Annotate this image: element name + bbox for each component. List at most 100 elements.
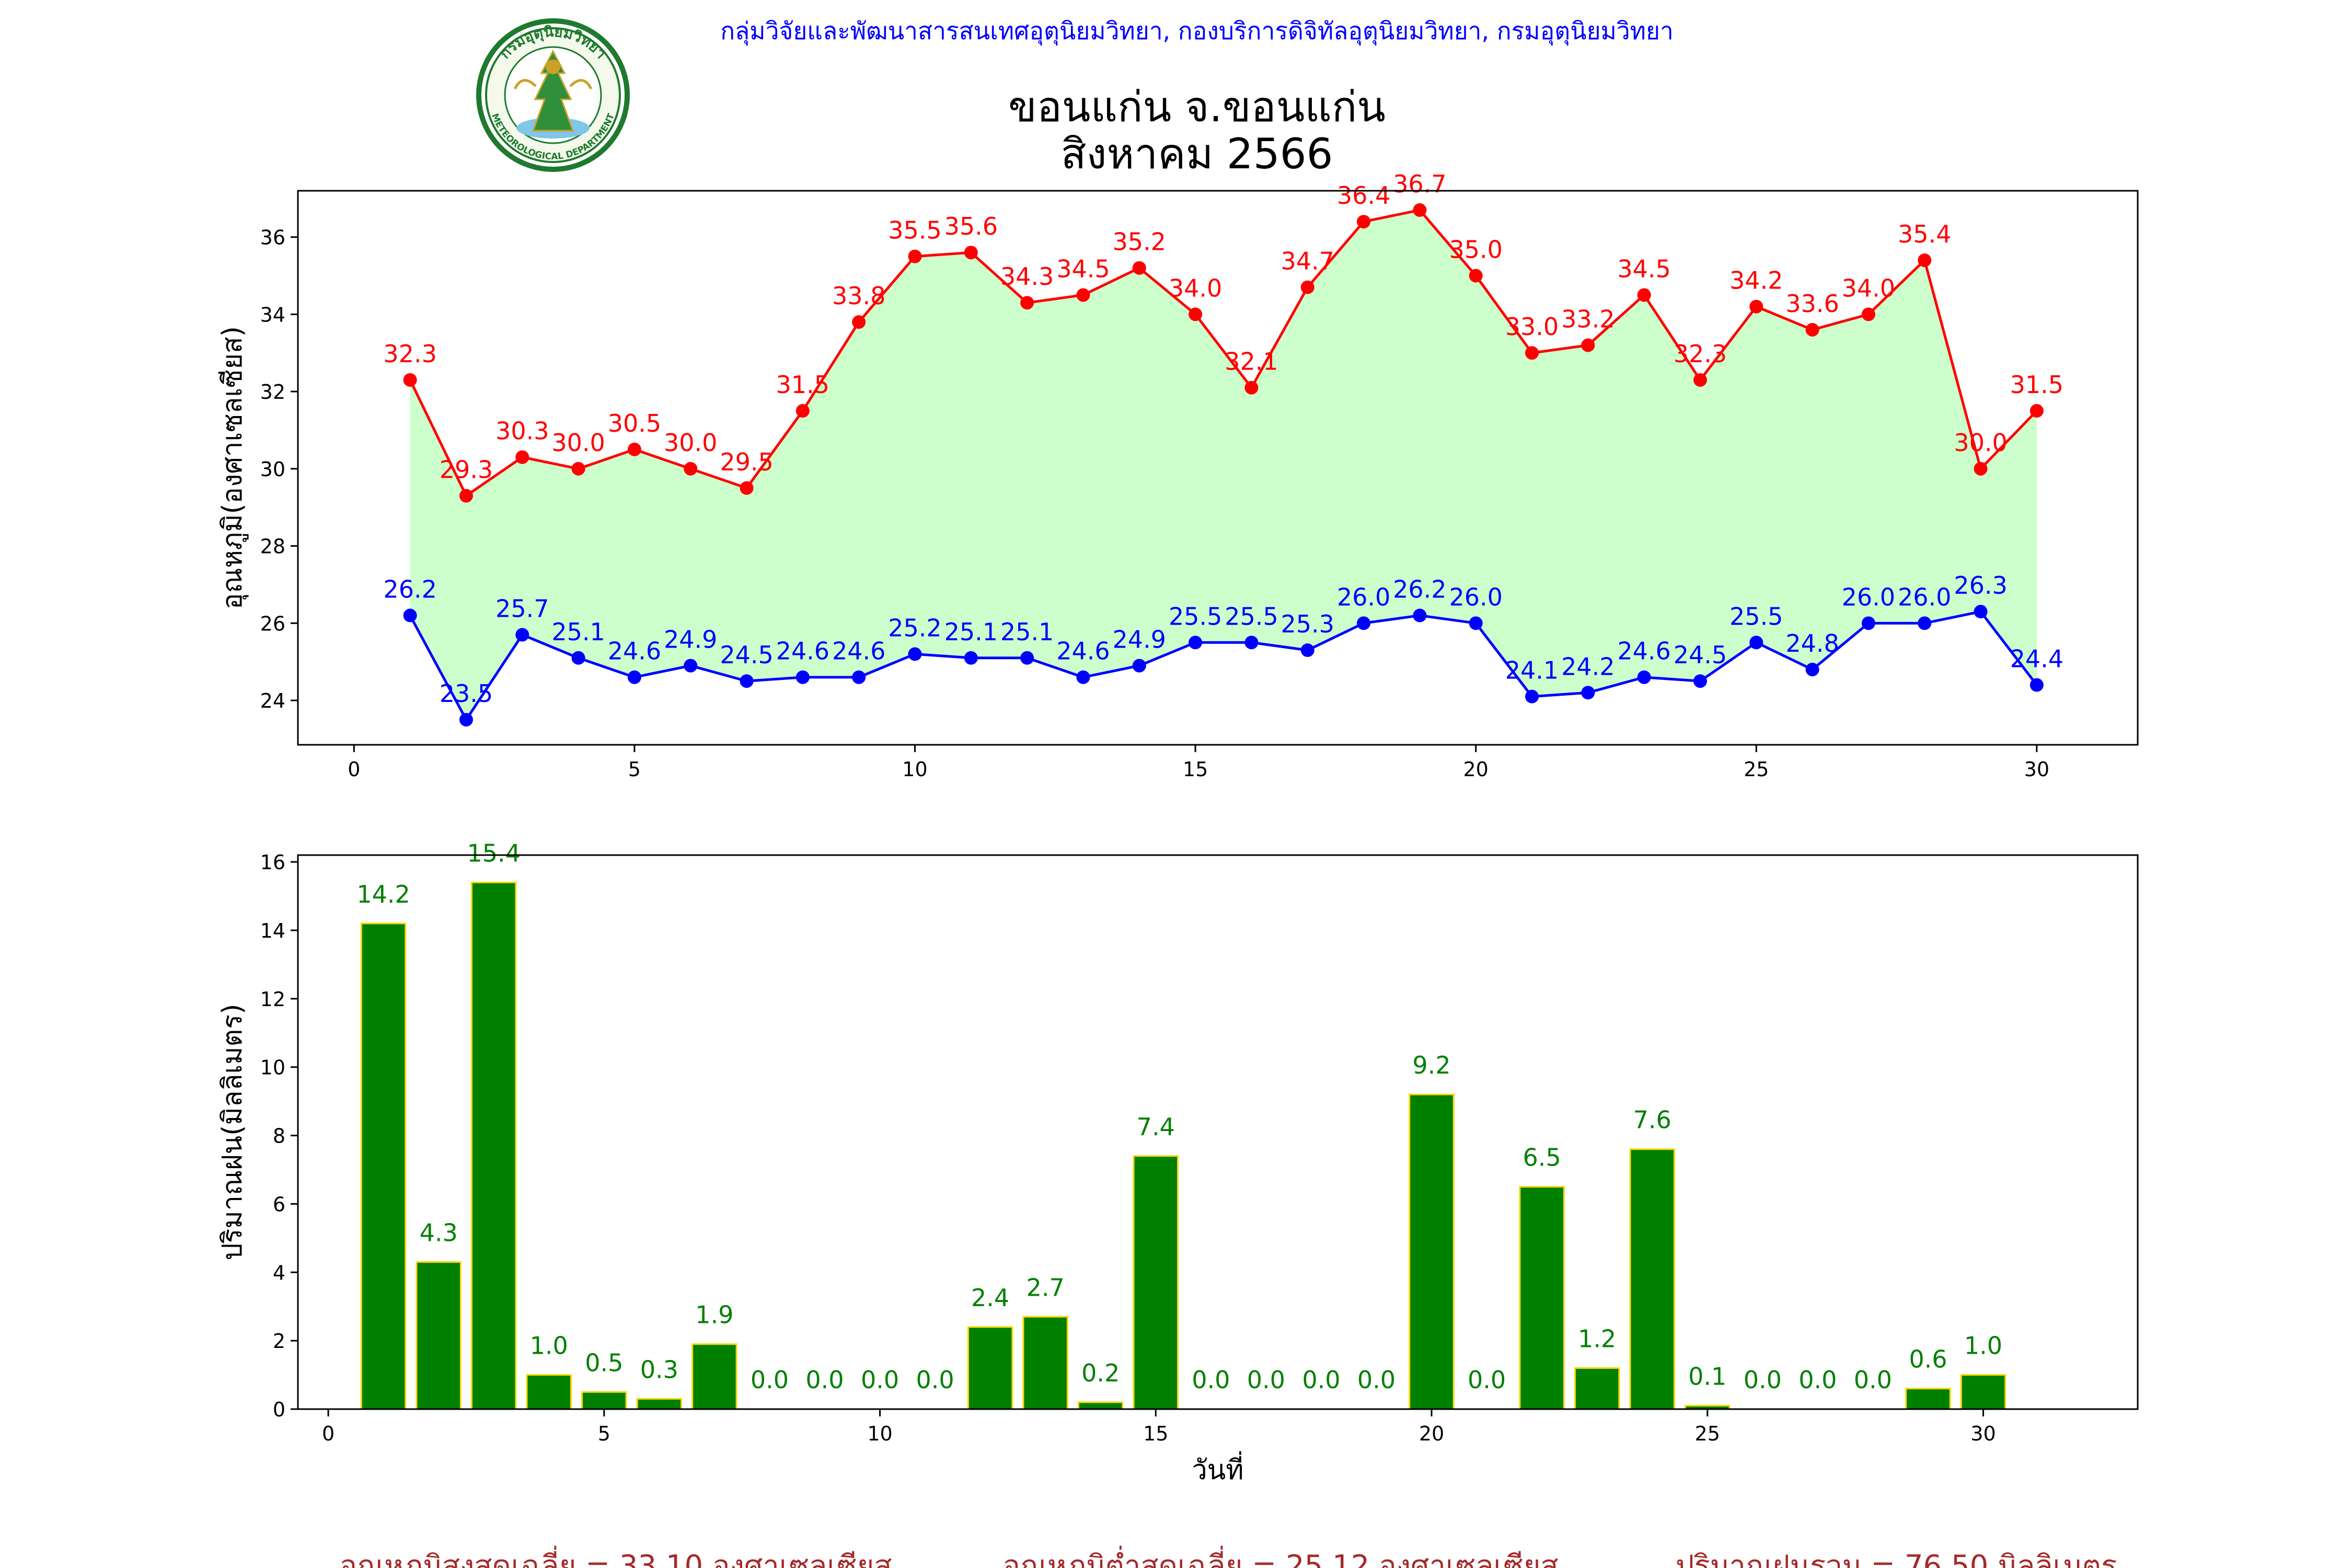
max-temp-point <box>1693 373 1707 387</box>
min-temp-label: 24.8 <box>1785 629 1839 658</box>
max-temp-point <box>852 315 866 329</box>
temperature-y-tick-label: 32 <box>260 381 285 403</box>
max-temp-label: 32.3 <box>383 340 436 368</box>
rainfall-y-tick-label: 14 <box>260 919 285 942</box>
rainfall-bar-label: 0.1 <box>1688 1362 1726 1390</box>
rainfall-bar <box>1905 1388 1951 1410</box>
min-temp-point <box>2030 678 2044 692</box>
max-temp-label: 30.3 <box>495 417 549 445</box>
max-temp-label: 34.3 <box>1000 262 1054 291</box>
rainfall-bar-label: 0.0 <box>805 1366 844 1394</box>
max-temp-point <box>403 373 417 387</box>
max-temp-label: 34.5 <box>1617 255 1670 283</box>
min-temp-point <box>684 659 698 673</box>
rainfall-bar-label: 7.4 <box>1137 1113 1175 1141</box>
rainfall-x-tick-label: 10 <box>867 1422 892 1445</box>
rainfall-bar-label: 6.5 <box>1523 1144 1561 1172</box>
rainfall-bar <box>967 1326 1013 1410</box>
rainfall-bar-label: 1.0 <box>530 1332 568 1360</box>
min-temp-point <box>1189 636 1203 650</box>
rainfall-chart: 14.2 4.3 15.4 1.0 0.5 0.3 1.9 0.0 0.0 0.0 0.0 2.4 2.… <box>217 839 2139 1486</box>
rainfall-bar-label: 0.3 <box>640 1355 678 1383</box>
min-temp-label: 24.5 <box>720 641 773 669</box>
rainfall-y-tick-label: 4 <box>273 1261 285 1284</box>
temperature-chart: 32.329.330.3 30.030.530.029.531.533.835.5… <box>217 170 2139 781</box>
rainfall-bar <box>636 1398 683 1410</box>
rainfall-bar <box>1519 1186 1565 1410</box>
max-temp-point <box>964 246 978 260</box>
max-temp-label: 34.5 <box>1056 255 1110 283</box>
max-temp-label: 35.6 <box>944 212 998 240</box>
rainfall-bar <box>470 881 517 1410</box>
rainfall-bar-label: 0.0 <box>1854 1366 1892 1394</box>
rainfall-bar-label: 1.2 <box>1578 1324 1616 1353</box>
rainfall-bar-label: 0.0 <box>916 1366 954 1394</box>
max-temp-point <box>795 404 810 418</box>
rainfall-x-tick-label: 20 <box>1419 1422 1444 1445</box>
rainfall-bar-label: 0.5 <box>585 1348 623 1377</box>
max-temp-label: 36.7 <box>1393 170 1446 198</box>
rainfall-x-tick-label: 15 <box>1143 1422 1168 1445</box>
min-temp-label: 24.1 <box>1505 656 1559 685</box>
max-temp-label: 29.5 <box>720 448 773 476</box>
rainfall-bar-label: 0.0 <box>1468 1366 1506 1394</box>
max-temp-point <box>2030 404 2044 418</box>
rainfall-data-labels: 14.2 4.3 15.4 1.0 0.5 0.3 1.9 0.0 0.0 0.0 0.0 2.4 2.… <box>356 839 2002 1394</box>
rainfall-bar <box>360 923 407 1410</box>
min-temp-label: 25.5 <box>1169 602 1222 630</box>
rainfall-bar-label: 9.2 <box>1412 1051 1450 1079</box>
rainfall-bar <box>1077 1401 1124 1410</box>
min-temp-point <box>1861 616 1875 630</box>
rainfall-y-tick-label: 12 <box>260 988 285 1011</box>
max-temp-label: 33.0 <box>1505 313 1559 341</box>
min-temp-point <box>740 674 754 688</box>
max-temp-point <box>1918 253 1932 267</box>
temperature-plot-frame <box>297 190 2139 746</box>
min-temp-label: 26.3 <box>1954 571 2007 599</box>
max-temp-point <box>1413 203 1427 217</box>
min-temp-point <box>571 651 585 665</box>
min-temp-label: 26.2 <box>1393 575 1446 604</box>
min-temp-point <box>1244 636 1259 650</box>
max-temp-label: 35.5 <box>888 216 941 245</box>
max-temp-label: 32.3 <box>1674 340 1727 368</box>
temperature-x-tick-label: 10 <box>902 758 927 781</box>
temperature-lines <box>409 209 2038 721</box>
temperature-fill-area <box>410 210 2037 720</box>
min-temp-label: 24.6 <box>832 637 885 665</box>
max-temp-point <box>627 442 641 456</box>
temperature-x-axis: 0 5 10 15 20 25 30 <box>348 745 2049 781</box>
min-temp-point <box>1300 643 1315 658</box>
max-temp-point <box>1020 296 1034 310</box>
rainfall-bar <box>526 1374 572 1410</box>
max-temp-point <box>1581 338 1595 352</box>
rainfall-x-tick-label: 0 <box>322 1422 335 1445</box>
rainfall-bar <box>1960 1374 2007 1410</box>
max-temp-label: 30.0 <box>551 429 605 457</box>
rainfall-bar-label: 0.0 <box>1798 1366 1837 1394</box>
max-temp-point <box>1637 288 1651 302</box>
temperature-y-axis: 24 26 28 30 32 34 36 <box>260 226 298 712</box>
rainfall-bar-label: 7.6 <box>1633 1106 1671 1134</box>
max-temp-point <box>1244 381 1259 395</box>
max-temp-label: 33.2 <box>1561 305 1615 333</box>
rainfall-bar <box>1133 1155 1179 1410</box>
max-temp-label: 34.7 <box>1281 247 1334 275</box>
max-temp-point <box>1974 462 1988 476</box>
max-temp-point <box>1357 215 1371 229</box>
min-temp-label: 25.2 <box>888 614 941 642</box>
min-temp-point <box>908 647 922 661</box>
min-temp-label: 25.5 <box>1225 602 1278 630</box>
min-temp-point <box>1805 662 1819 676</box>
temperature-range-fill <box>410 210 2037 720</box>
max-temp-label: 34.0 <box>1169 274 1222 302</box>
min-temp-label: 25.1 <box>1000 618 1054 646</box>
max-temp-point <box>1805 322 1819 337</box>
temperature-x-tick-label: 15 <box>1183 758 1208 781</box>
rainfall-y-axis: 0 2 4 6 8 10 12 14 16 <box>260 851 298 1421</box>
temperature-y-tick-label: 28 <box>260 535 285 558</box>
rainfall-bar-label: 0.0 <box>1192 1366 1230 1394</box>
max-temp-line <box>409 209 2038 498</box>
rainfall-bar-label: 14.2 <box>356 880 410 908</box>
